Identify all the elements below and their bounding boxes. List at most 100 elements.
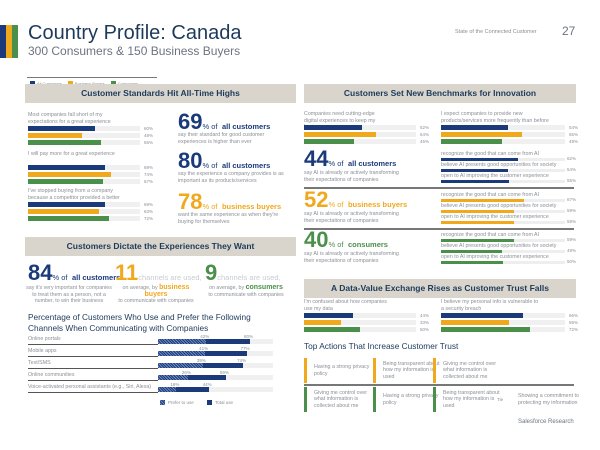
stat-number: 78 (178, 189, 203, 214)
bar (441, 313, 523, 318)
trust-action-consumer: Giving me control over what information … (304, 387, 374, 412)
bar (304, 132, 376, 137)
ai-item-bar (441, 158, 565, 161)
stat-who: business buyers (347, 200, 408, 209)
total-value: 44% (202, 382, 212, 387)
bar-track (28, 202, 140, 207)
bar (304, 139, 355, 144)
stat-text: say their standard for good customer exp… (178, 132, 265, 145)
bar (28, 179, 104, 184)
dictate-stat-text: on average, by consumers to communicate w… (201, 284, 291, 298)
total-value: 59% (219, 370, 229, 375)
trust-action-business: Having a strong privacy policy (304, 358, 374, 383)
section-divider (304, 187, 574, 189)
bar-value: 44% (420, 313, 430, 318)
tie-label: Tie (497, 397, 504, 402)
channel-label: Online communities (28, 372, 75, 378)
bar-value: 48% (144, 133, 154, 138)
bar (441, 320, 510, 325)
bar-track (304, 313, 416, 318)
trust-action-consumer: Showing a commitment to protecting my in… (518, 393, 579, 406)
ai-item-value: 59% (567, 208, 577, 213)
bar (28, 165, 106, 170)
ai-item-bar (441, 221, 565, 224)
stat-number: 40 (304, 227, 329, 252)
bar-track (28, 216, 140, 221)
bar (28, 133, 82, 138)
channels-chart-title: Percentage of Customers Who Use and Pref… (28, 312, 251, 333)
ai-item-bar (441, 180, 565, 183)
bar-track (28, 165, 140, 170)
bar-value: 65% (569, 132, 579, 137)
section-header-dictate: Customers Dictate the Experiences They W… (25, 237, 296, 256)
bar-value: 65% (144, 140, 154, 145)
bar-track (304, 125, 416, 130)
footer-credit: Salesforce Research (518, 419, 574, 425)
ai-item-label: believe AI presents good opportunities f… (441, 243, 557, 249)
bar (441, 169, 508, 172)
bar (441, 210, 515, 213)
bar (441, 158, 518, 161)
bar (28, 209, 99, 214)
ai-stat-text: say AI is already or actively transformi… (304, 170, 399, 183)
stat-number: 44 (304, 146, 329, 171)
page-title: Country Profile: Canada (28, 22, 242, 44)
bar-value: 52% (420, 125, 430, 130)
brand-stripe-blue (0, 25, 6, 58)
bar (441, 261, 503, 264)
bar-value: 45% (420, 139, 430, 144)
ai-item-label: believe AI presents good opportunities f… (441, 203, 557, 209)
bar-value: 69% (144, 202, 154, 207)
stat-text: to communicate with companies (118, 298, 194, 304)
bar (441, 221, 515, 224)
section-header-innovation: Customers Set New Benchmarks for Innovat… (304, 84, 576, 103)
bar-value: 54% (569, 125, 579, 130)
prefer-value: 26% (181, 370, 191, 375)
bar-track (441, 313, 565, 318)
ai-item-value: 62% (567, 156, 577, 161)
bar-track (441, 125, 565, 130)
bar (441, 180, 510, 183)
prefer-value: 16% (170, 382, 180, 387)
brand-stripe-green (12, 25, 18, 58)
bar-value: 72% (144, 216, 154, 221)
bar-total-use (158, 375, 226, 380)
ai-item-label: open to AI improving the customer experi… (441, 214, 549, 220)
legend-item-consumers: Consumers (110, 81, 138, 87)
ai-item-value: 49% (567, 248, 577, 253)
channel-underline (28, 344, 158, 345)
bar (304, 313, 354, 318)
dictate-stat-headline: 84% of all customers (28, 262, 120, 285)
ai-stat-headline: 40% of consumers (304, 229, 388, 252)
stat-number: 11 (115, 260, 139, 285)
bar-value: 69% (144, 165, 154, 170)
stat-headline: 80% of all customers (178, 150, 270, 173)
channel-label: Voice-activated personal assistants (e.g… (28, 384, 152, 390)
dictate-stat-text: on average, by business buyers to communi… (111, 284, 201, 305)
bar-value: 63% (144, 209, 154, 214)
bar-value: 64% (420, 132, 430, 137)
legend-item-all: All Customers (30, 81, 62, 87)
ai-item-bar (441, 261, 565, 264)
dictate-stat-headline: 9channels are used, (205, 262, 281, 285)
stat-suffix: channels are used, (138, 273, 202, 282)
bar-track (441, 327, 565, 332)
ai-item-value: 59% (567, 219, 577, 224)
channel-underline (28, 380, 158, 381)
bar-prefer-to-use (158, 375, 188, 380)
ai-item-label: believe AI presents good opportunities f… (441, 162, 557, 168)
stat-suffix: % of (328, 159, 344, 168)
channel-underline (28, 392, 158, 393)
bar (304, 327, 360, 332)
bar-track (28, 140, 140, 145)
total-value: 74% (237, 358, 247, 363)
prefer-value: 42% (200, 334, 210, 339)
bar-prefer-to-use (158, 339, 207, 344)
brand-stripe-yellow (6, 25, 12, 58)
bar (441, 239, 515, 242)
ai-item-value: 59% (567, 237, 577, 242)
bar-group-label: I expect companies to provide new produc… (441, 111, 549, 124)
ai-item-value: 50% (567, 259, 577, 264)
stat-text: want the same experience as when they're… (178, 212, 279, 225)
bar-track (28, 179, 140, 184)
